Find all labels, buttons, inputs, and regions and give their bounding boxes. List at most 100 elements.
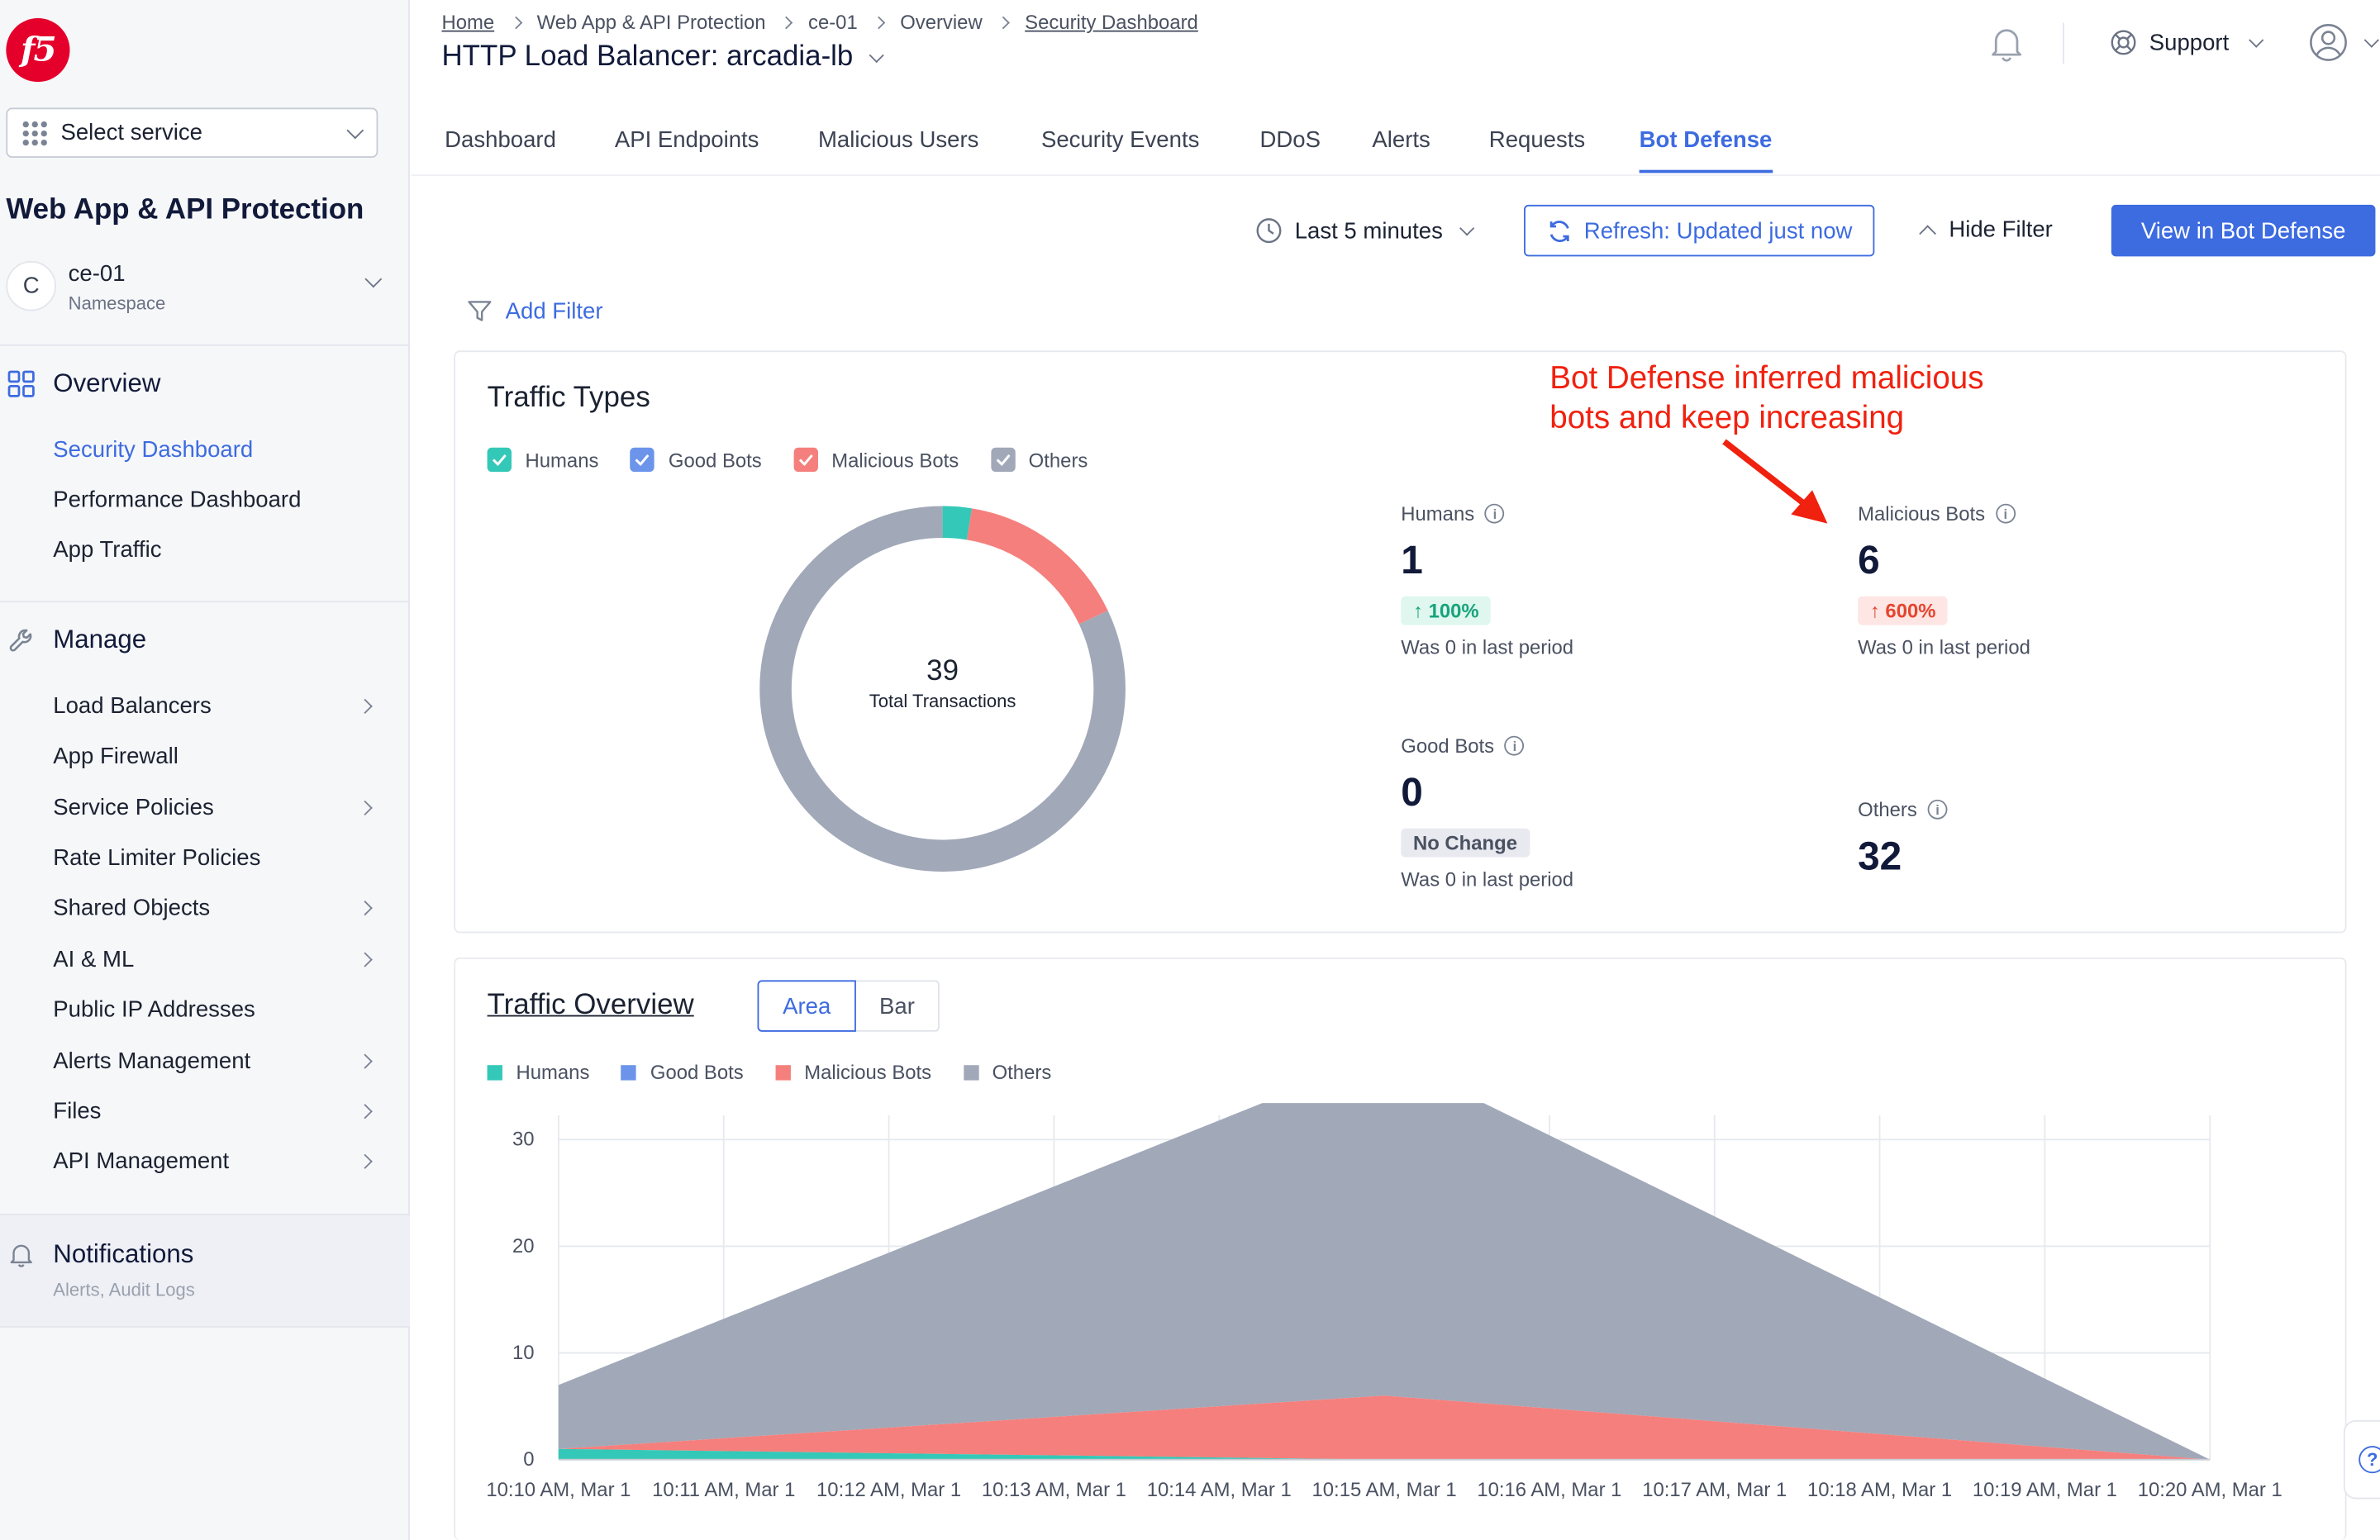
badge-text: 100%	[1428, 599, 1479, 622]
view-in-bot-defense-button[interactable]: View in Bot Defense	[2111, 204, 2376, 257]
traffic-types-legend: Humans Good Bots Malicious Bots Others	[487, 447, 1120, 473]
tab-bot-defense[interactable]: Bot Defense	[1639, 127, 1773, 173]
page-title[interactable]: HTTP Load Balancer: arcadia-lb	[441, 41, 884, 74]
section-notifications: Notifications	[6, 1239, 193, 1270]
nav-label: Files	[53, 1097, 102, 1124]
hide-filter-button[interactable]: Hide Filter	[1919, 216, 2053, 243]
x-tick-label: 10:11 AM, Mar 1	[652, 1479, 795, 1501]
tab-malicious-users[interactable]: Malicious Users	[817, 127, 979, 154]
tab-api-endpoints[interactable]: API Endpoints	[614, 127, 759, 154]
nav-ai-ml[interactable]: AI & ML	[53, 941, 402, 977]
bell-icon	[6, 1239, 36, 1270]
info-icon[interactable]: i	[1995, 503, 2016, 524]
chevron-right-icon	[872, 15, 886, 29]
arrow-up-icon: ↑	[1869, 599, 1886, 622]
nav-api-management[interactable]: API Management	[53, 1143, 402, 1179]
info-icon[interactable]: i	[1485, 503, 1505, 524]
legend-item-good-bots[interactable]: Good Bots	[631, 447, 762, 473]
workspace-title: Web App & API Protection	[6, 194, 364, 226]
stat-good-label: Good Bots i	[1401, 734, 1573, 757]
stat-malicious-note: Was 0 in last period	[1858, 635, 2030, 659]
traffic-types-card: Traffic Types Humans Good Bots Malicious…	[454, 350, 2347, 934]
donut-label: Total Transactions	[869, 690, 1016, 712]
nav-label: AI & ML	[53, 946, 135, 972]
legend-label: Malicious Bots	[831, 448, 959, 472]
nav-app-firewall[interactable]: App Firewall	[53, 738, 402, 774]
namespace-selector[interactable]: C ce-01 Namespace	[6, 258, 401, 325]
breadcrumb-namespace[interactable]: ce-01	[808, 10, 858, 34]
wrench-icon	[6, 625, 36, 656]
area-series-others[interactable]	[558, 1103, 2211, 1460]
toggle-area[interactable]: Area	[757, 980, 856, 1032]
legend-item-humans[interactable]: Humans	[487, 447, 598, 473]
tab-requests[interactable]: Requests	[1488, 127, 1586, 154]
breadcrumb-workspace[interactable]: Web App & API Protection	[536, 10, 766, 34]
nav-rate-limiter-policies[interactable]: Rate Limiter Policies	[53, 839, 402, 876]
f5-logo[interactable]: f5	[6, 18, 70, 83]
nav-shared-objects[interactable]: Shared Objects	[53, 889, 402, 925]
tab-alerts[interactable]: Alerts	[1372, 127, 1430, 154]
tab-security-events[interactable]: Security Events	[1040, 127, 1200, 154]
chevron-right-icon	[357, 951, 373, 967]
traffic-overview-title[interactable]: Traffic Overview	[487, 989, 694, 1021]
nav-app-traffic[interactable]: App Traffic	[53, 536, 162, 563]
legend-item-others[interactable]: Others	[990, 447, 1088, 473]
donut-slice-others[interactable]	[759, 506, 1126, 872]
add-filter-button[interactable]: Add Filter	[466, 297, 603, 325]
legend-item-others[interactable]: Others	[963, 1061, 1051, 1083]
legend-item-malicious-bots[interactable]: Malicious Bots	[775, 1061, 931, 1083]
namespace-label: Namespace	[68, 292, 166, 315]
legend-item-malicious-bots[interactable]: Malicious Bots	[793, 447, 959, 473]
stat-humans-value: 1	[1401, 537, 1423, 583]
notification-bell-icon[interactable]	[1988, 24, 2025, 71]
user-menu[interactable]	[2309, 23, 2379, 63]
info-icon[interactable]: i	[1504, 735, 1525, 756]
tab-dashboard[interactable]: Dashboard	[445, 127, 556, 154]
legend-item-good-bots[interactable]: Good Bots	[621, 1061, 744, 1083]
section-manage[interactable]: Manage	[6, 625, 146, 656]
traffic-area-chart: 0 10 20 30 10:10 AM, Mar 1 10:11 AM, Mar 1 10:…	[486, 1103, 2282, 1501]
breadcrumb-home[interactable]: Home	[441, 10, 495, 34]
area-series-malicious-bots[interactable]	[558, 1395, 2211, 1460]
section-manage-title: Manage	[53, 625, 147, 654]
hide-filter-label: Hide Filter	[1949, 216, 2053, 243]
area-series-humans[interactable]	[558, 1448, 2211, 1460]
stat-label-text: Malicious Bots	[1858, 501, 1986, 525]
notifications-subtitle: Alerts, Audit Logs	[53, 1279, 195, 1300]
nav-performance-dashboard[interactable]: Performance Dashboard	[53, 486, 302, 512]
support-menu[interactable]: Support	[2110, 29, 2263, 56]
legend-label: Others	[1028, 448, 1088, 472]
section-overview[interactable]: Overview	[6, 368, 160, 399]
help-tab[interactable]: ?	[2343, 1419, 2380, 1500]
nav-security-dashboard[interactable]: Security Dashboard	[53, 435, 254, 463]
traffic-types-title: Traffic Types	[487, 382, 650, 415]
stat-humans-note: Was 0 in last period	[1401, 635, 1574, 659]
chevron-right-icon	[780, 15, 794, 29]
x-tick-label: 10:15 AM, Mar 1	[1312, 1479, 1457, 1501]
nav-alerts-management[interactable]: Alerts Management	[53, 1043, 402, 1079]
chevron-down-icon	[1459, 220, 1474, 235]
stat-good-bots: Good Bots i 0 No Change Was 0 in last per…	[1401, 734, 1573, 891]
chevron-right-icon	[997, 15, 1011, 29]
x-tick-label: 10:14 AM, Mar 1	[1147, 1479, 1292, 1501]
nav-public-ip-addresses[interactable]: Public IP Addresses	[53, 991, 402, 1027]
breadcrumb-overview[interactable]: Overview	[900, 10, 983, 34]
breadcrumb-current[interactable]: Security Dashboard	[1025, 10, 1198, 34]
nav-label: API Management	[53, 1148, 230, 1174]
x-tick-label: 10:18 AM, Mar 1	[1807, 1479, 1952, 1501]
notifications-section[interactable]: Notifications Alerts, Audit Logs	[0, 1214, 410, 1328]
time-range-select[interactable]: Last 5 minutes	[1255, 217, 1474, 245]
info-icon[interactable]: i	[1927, 799, 1948, 820]
chevron-right-icon	[357, 1103, 373, 1119]
divider	[0, 601, 410, 603]
service-select[interactable]: Select service	[6, 107, 378, 158]
x-tick-label: 10:19 AM, Mar 1	[1973, 1479, 2117, 1501]
toggle-bar[interactable]: Bar	[855, 980, 940, 1032]
stat-humans-label: Humans i	[1401, 502, 1573, 525]
nav-load-balancers[interactable]: Load Balancers	[53, 687, 402, 724]
legend-item-humans[interactable]: Humans	[487, 1061, 589, 1083]
nav-service-policies[interactable]: Service Policies	[53, 789, 402, 825]
tab-ddos[interactable]: DDoS	[1259, 127, 1321, 154]
refresh-button[interactable]: Refresh: Updated just now	[1524, 204, 1875, 257]
nav-files[interactable]: Files	[53, 1092, 402, 1129]
